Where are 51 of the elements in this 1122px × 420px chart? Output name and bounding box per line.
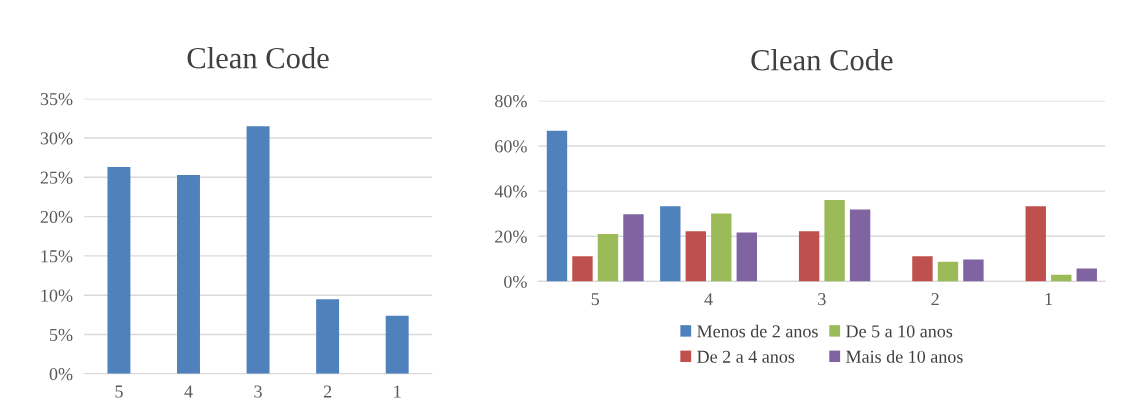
y-tick-label: 15%: [41, 250, 73, 263]
bar: [316, 299, 340, 374]
x-tick-label: 4: [704, 293, 713, 306]
y-tick-label: 60%: [495, 140, 527, 153]
x-tick-label: 2: [931, 293, 939, 306]
legend-label: De 2 a 4 anos: [697, 350, 795, 363]
bar: [824, 199, 845, 282]
bar: [736, 232, 757, 282]
legend-label: De 5 a 10 anos: [846, 325, 953, 338]
y-tick-label: 25%: [40, 171, 73, 184]
x-tick-label: 5: [591, 293, 600, 306]
bar: [385, 315, 409, 374]
x-tick-label: 3: [254, 385, 262, 398]
bar: [597, 233, 619, 282]
x-tick-label: 4: [184, 385, 193, 398]
x-tick-label: 2: [323, 385, 332, 398]
legend-label: Menos de 2 anos: [697, 324, 818, 338]
y-tick-label: 20%: [495, 230, 527, 243]
y-tick-label: 35%: [40, 92, 73, 106]
bar: [849, 209, 871, 282]
x-tick-label: 1: [394, 385, 401, 398]
chart-title: Clean Code: [751, 49, 893, 71]
y-tick-label: 20%: [40, 210, 73, 224]
x-tick-label: 3: [818, 293, 826, 306]
y-tick-label: 10%: [41, 289, 73, 302]
bar: [798, 231, 820, 282]
y-tick-label: 40%: [494, 185, 527, 198]
bar: [937, 261, 959, 282]
bar: [107, 167, 131, 374]
y-tick-label: 0%: [504, 275, 527, 288]
bar: [711, 213, 732, 282]
chart-title: Clean Code: [187, 46, 329, 69]
y-tick-label: 30%: [40, 132, 73, 145]
bar: [1076, 268, 1097, 282]
bar: [1025, 206, 1046, 282]
y-tick-label: 0%: [49, 368, 73, 381]
bar: [623, 214, 644, 282]
x-tick-label: 5: [115, 385, 123, 398]
bar: [685, 231, 706, 282]
bar: [912, 256, 933, 282]
y-tick-label: 80%: [495, 95, 527, 108]
bar: [1051, 274, 1072, 282]
bar: [660, 206, 681, 282]
y-tick-label: 5%: [50, 328, 73, 341]
bar: [246, 126, 270, 374]
bar: [572, 256, 593, 282]
bar: [177, 174, 200, 374]
legend-label: Mais de 10 anos: [846, 350, 963, 363]
bar: [546, 130, 568, 282]
bar: [963, 259, 984, 282]
x-tick-label: 1: [1045, 293, 1052, 306]
